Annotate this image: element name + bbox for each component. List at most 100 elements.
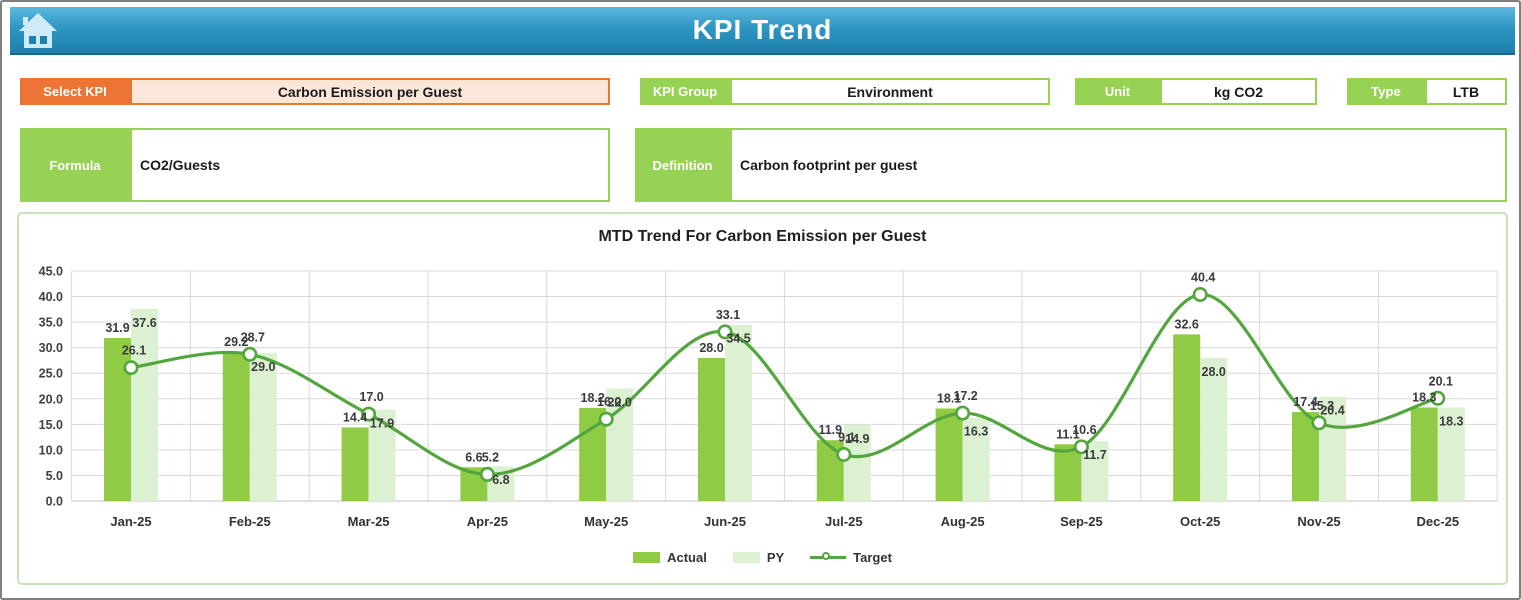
target-marker	[361, 406, 377, 422]
py-data-label: 6.8	[492, 473, 509, 487]
y-axis-tick-label: 20.0	[39, 392, 63, 406]
header-bar: KPI Trend	[10, 7, 1515, 55]
py-bar	[1319, 396, 1346, 501]
x-axis-category-label: May-25	[584, 514, 628, 529]
actual-bar	[1410, 407, 1438, 501]
formula-label: Formula	[20, 128, 130, 202]
py-data-label: 11.7	[1083, 448, 1107, 462]
legend-item-actual: Actual	[633, 550, 707, 565]
target-marker	[1192, 287, 1208, 303]
x-axis-category-label: Jun-25	[704, 514, 746, 529]
target-marker	[123, 360, 139, 376]
actual-data-label: 18.1	[937, 391, 961, 405]
page-title: KPI Trend	[692, 14, 833, 45]
target-marker	[1073, 439, 1089, 455]
y-axis-tick-label: 15.0	[39, 418, 63, 432]
x-axis-category-label: Jan-25	[110, 514, 151, 529]
actual-data-label: 11.1	[1056, 427, 1080, 441]
x-axis-category-label: Apr-25	[467, 514, 508, 529]
y-axis-tick-label: 5.0	[46, 469, 63, 483]
x-axis-category-label: Dec-25	[1416, 514, 1459, 529]
legend-label-py: PY	[766, 549, 785, 565]
home-icon[interactable]	[16, 10, 60, 52]
chart-legend: Actual PY Target	[19, 545, 1506, 569]
target-data-label: 16.0	[597, 395, 621, 409]
chart-title: MTD Trend For Carbon Emission per Guest	[598, 228, 927, 245]
py-data-label: 29.0	[251, 360, 275, 374]
actual-bar	[222, 351, 250, 501]
kpi-group-label: KPI Group	[640, 78, 730, 105]
actual-data-label: 31.9	[105, 321, 129, 335]
target-line-marker-icon	[810, 551, 847, 563]
x-axis-category-label: Mar-25	[348, 514, 390, 529]
y-axis-tick-label: 25.0	[39, 367, 63, 381]
target-marker	[479, 466, 495, 482]
x-axis-category-label: Feb-25	[229, 514, 271, 529]
kpi-group-value: Environment	[730, 78, 1050, 105]
py-data-label: 22.0	[608, 396, 632, 410]
py-data-label: 16.3	[964, 425, 988, 439]
definition-label: Definition	[635, 128, 730, 202]
target-data-label: 40.4	[1191, 271, 1215, 285]
py-bar	[725, 324, 752, 501]
select-kpi-label: Select KPI	[20, 78, 130, 105]
py-bar	[249, 352, 277, 501]
target-data-label: 33.1	[716, 308, 740, 322]
actual-data-label: 29.2	[224, 335, 248, 349]
py-bar	[131, 308, 158, 501]
target-marker	[717, 324, 733, 340]
x-axis-category-label: Jul-25	[825, 514, 863, 529]
py-bar	[368, 409, 396, 501]
py-data-label: 17.9	[370, 417, 394, 431]
definition-value: Carbon footprint per guest	[730, 128, 1507, 202]
legend-item-py: PY	[732, 549, 785, 565]
actual-bar	[698, 357, 725, 501]
type-label: Type	[1347, 78, 1425, 105]
target-data-label: 15.3	[1310, 399, 1334, 413]
actual-bar	[1173, 334, 1201, 501]
legend-label-target: Target	[853, 549, 892, 565]
target-marker	[598, 411, 614, 427]
actual-bar	[341, 427, 369, 501]
actual-data-label: 18.3	[1412, 390, 1436, 404]
target-marker	[955, 405, 971, 421]
actual-bar	[935, 408, 963, 501]
select-kpi-dropdown[interactable]: Carbon Emission per Guest	[130, 78, 610, 105]
kpi-trend-chart: 0.0 5.0 10.0 15.0 20.0 25.0 30.0 35.0 40.0 45.0 Ja…	[17, 212, 1508, 585]
target-data-label: 5.2	[482, 450, 499, 464]
x-axis-category-label: Aug-25	[941, 514, 985, 529]
y-axis-tick-label: 45.0	[39, 265, 63, 279]
y-axis-tick-label: 35.0	[39, 316, 63, 330]
unit-value: kg CO2	[1160, 78, 1317, 105]
py-data-label: 20.4	[1320, 404, 1344, 418]
actual-data-label: 28.0	[699, 341, 723, 355]
actual-bar	[1054, 444, 1082, 501]
formula-value: CO2/Guests	[130, 128, 610, 202]
actual-swatch-icon	[633, 551, 661, 563]
x-axis-category-label: Sep-25	[1060, 514, 1103, 529]
py-data-label: 34.5	[726, 332, 750, 346]
target-data-label: 17.0	[359, 390, 383, 404]
x-axis-category-label: Nov-25	[1297, 514, 1340, 529]
actual-data-label: 14.4	[343, 410, 367, 424]
target-data-label: 10.6	[1072, 423, 1096, 437]
actual-data-label: 6.6	[465, 450, 482, 464]
y-axis-tick-label: 40.0	[39, 290, 63, 304]
x-axis-category-label: Oct-25	[1180, 514, 1220, 529]
py-bar	[606, 388, 634, 501]
unit-label: Unit	[1075, 78, 1160, 105]
target-marker	[836, 446, 852, 462]
legend-item-target: Target	[810, 550, 892, 565]
py-bar	[962, 417, 990, 501]
chart-plot-area: 0.0 5.0 10.0 15.0 20.0 25.0 30.0 35.0 40.0 45.0 Ja…	[39, 265, 1498, 529]
actual-data-label: 11.9	[818, 423, 842, 437]
legend-label-actual: Actual	[667, 549, 707, 565]
py-swatch-icon	[732, 551, 760, 563]
py-bar	[1437, 407, 1465, 501]
py-data-label: 28.0	[1202, 365, 1226, 379]
y-axis-tick-label: 0.0	[46, 495, 63, 509]
target-marker	[1430, 390, 1446, 406]
y-axis-tick-label: 10.0	[39, 443, 63, 457]
target-data-label: 17.2	[953, 389, 977, 403]
